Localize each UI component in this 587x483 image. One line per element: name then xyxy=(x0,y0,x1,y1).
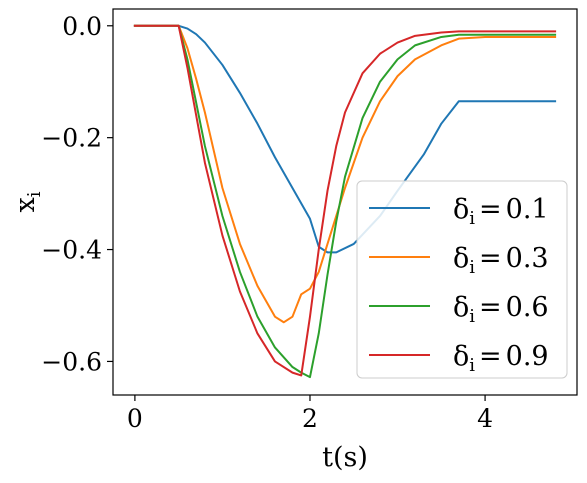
x-tick-label: 0 xyxy=(127,404,143,433)
legend-box xyxy=(356,180,568,379)
series-line-3 xyxy=(133,24,557,379)
legend-symbol: δ xyxy=(453,243,469,274)
series-line-4 xyxy=(133,24,557,377)
y-axis-label-main: x xyxy=(10,197,41,212)
axes-frame xyxy=(112,8,578,396)
y-axis-ticks: 0.0 −0.2 −0.4 −0.6 xyxy=(41,12,113,376)
plot-area: 0 2 4 0.0 −0.2 −0.4 −0.6 xyxy=(41,8,578,433)
legend-label: δi = 0.3 xyxy=(453,243,549,278)
legend-value: 0.1 xyxy=(506,194,549,225)
svg-text:xi: xi xyxy=(10,191,45,212)
legend-symbol: δ xyxy=(453,194,469,225)
legend-value: 0.9 xyxy=(506,341,549,372)
y-tick-label: −0.6 xyxy=(41,347,102,376)
legend-entries: δi = 0.1δi = 0.3δi = 0.6δi = 0.9 xyxy=(369,194,549,376)
y-tick-label: 0.0 xyxy=(62,12,102,41)
legend-symbol: δ xyxy=(453,292,469,323)
legend-equals: = xyxy=(479,341,502,372)
legend-equals: = xyxy=(479,243,502,274)
x-axis-label: t(s) xyxy=(322,442,368,473)
series-layer xyxy=(133,24,557,379)
legend-symbol: δ xyxy=(453,341,469,372)
legend-equals: = xyxy=(479,292,502,323)
legend-label: δi = 0.6 xyxy=(453,292,549,327)
y-tick-label: −0.2 xyxy=(41,124,102,153)
legend: δi = 0.1δi = 0.3δi = 0.6δi = 0.9 xyxy=(356,180,568,379)
legend-value: 0.6 xyxy=(506,292,549,323)
legend-label: δi = 0.1 xyxy=(453,194,549,229)
legend-subscript: i xyxy=(469,355,475,376)
x-tick-label: 4 xyxy=(477,404,493,433)
legend-subscript: i xyxy=(469,257,475,278)
y-axis-label: xi xyxy=(10,191,45,212)
y-tick-label: −0.4 xyxy=(41,236,102,265)
y-axis-label-subscript: i xyxy=(24,191,45,197)
legend-equals: = xyxy=(479,194,502,225)
legend-value: 0.3 xyxy=(506,243,549,274)
legend-label: δi = 0.9 xyxy=(453,341,549,376)
x-tick-label: 2 xyxy=(302,404,318,433)
legend-subscript: i xyxy=(469,306,475,327)
series-line-2 xyxy=(133,24,557,324)
x-axis-ticks: 0 2 4 xyxy=(127,395,493,433)
legend-subscript: i xyxy=(469,208,475,229)
